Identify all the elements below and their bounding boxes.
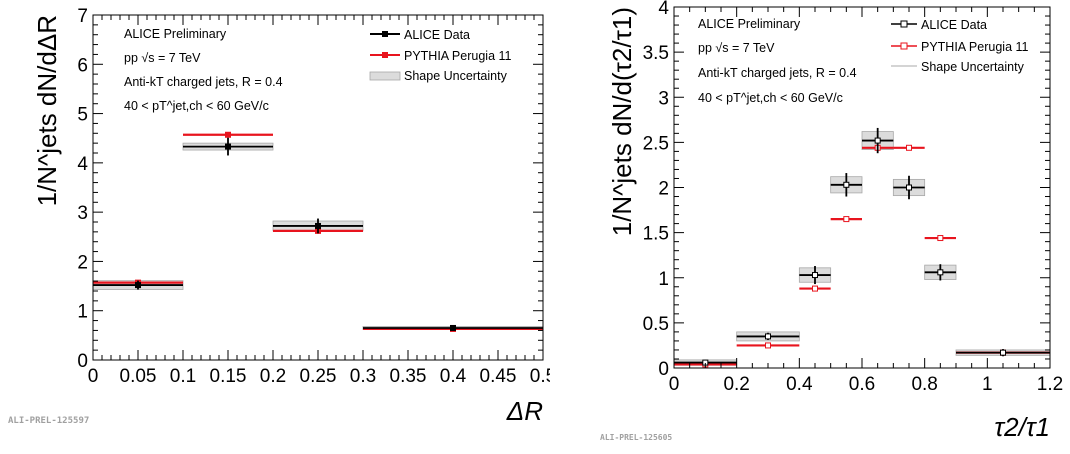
right-y-tick-label-4: 2 [658, 179, 669, 200]
left-legend-pythia-label: PYTHIA Perugia 11 [404, 49, 512, 63]
right-pythia-marker [843, 216, 850, 223]
right-y-tick-label-0: 0 [658, 359, 669, 380]
left-legend-band-marker [369, 71, 401, 81]
right-y-tick-label-8: 4 [658, 0, 669, 19]
left-y-tick-label-1: 1 [77, 302, 88, 323]
left-annotations: ALICE Preliminary pp √s = 7 TeV Anti-kT … [124, 27, 283, 113]
left-ann-pt: 40 < pT^jet,ch < 60 GeV/c [124, 99, 269, 113]
right-ann-preliminary: ALICE Preliminary [698, 17, 801, 31]
right-data-layer [673, 127, 1051, 368]
right-y-tick-label-6: 3 [658, 88, 669, 109]
right-legend-data-label: ALICE Data [921, 18, 987, 32]
right-pythia-marker [937, 235, 944, 242]
right-y-tick-label-7: 3.5 [643, 43, 669, 64]
left-data-marker [315, 222, 321, 229]
right-x-axis-title: τ2/τ1 [994, 412, 1050, 442]
left-y-tick-label-2: 2 [77, 252, 88, 273]
left-x-tick-label-0: 0 [88, 366, 99, 387]
left-y-tick-label-4: 4 [77, 154, 88, 175]
left-x-tick-label-2: 0.1 [170, 366, 196, 387]
right-data-marker [765, 333, 771, 340]
right-data-marker [906, 184, 912, 191]
left-legend-data-label: ALICE Data [404, 28, 470, 42]
left-x-tick-label-9: 0.45 [480, 366, 517, 387]
right-legend-pythia-marker [900, 42, 908, 50]
left-data-marker [450, 324, 456, 331]
right-y-axis-title: 1/N^jets dN/d(τ2/τ1) [607, 7, 637, 236]
left-ann-jets: Anti-kT charged jets, R = 0.4 [124, 75, 283, 89]
left-pythia-marker [225, 131, 231, 138]
left-ann-preliminary: ALICE Preliminary [124, 27, 227, 41]
left-y-tick-label-0: 0 [77, 351, 88, 372]
left-y-tick-label-5: 5 [77, 105, 88, 126]
left-x-axis-title: ΔR [506, 396, 543, 426]
left-legend-data-marker [382, 31, 388, 37]
left-data-marker [135, 282, 141, 289]
left-y-tick-label-3: 3 [77, 203, 88, 224]
right-data-marker [843, 181, 850, 188]
left-preliminary-id: ALI-PREL-125597 [8, 416, 90, 426]
left-x-tick-label-5: 0.25 [300, 366, 337, 387]
right-y-tick-label-2: 1 [658, 269, 669, 290]
left-x-tick-label-8: 0.4 [440, 366, 467, 387]
left-y-tick-label-6: 6 [77, 55, 88, 76]
right-pythia-marker [906, 144, 912, 151]
right-data-marker [812, 272, 818, 279]
right-data-marker [937, 269, 944, 276]
left-y-axis-title: 1/N^jets dN/dΔR [32, 15, 62, 206]
left-x-tick-label-1: 0.05 [120, 366, 157, 387]
right-ann-pt: 40 < pT^jet,ch < 60 GeV/c [698, 91, 843, 105]
chart-right: 0 0.2 0.4 0.6 0.8 1 1.2 0 0.5 1 1.5 2 2.5 3 3.5 4 τ2/τ1… [585, 0, 1070, 449]
left-legend-band-label: Shape Uncertainty [404, 69, 508, 83]
right-x-tick-label-5: 1 [982, 374, 993, 395]
right-pythia-marker [765, 342, 771, 349]
left-y-tick-label-7: 7 [77, 6, 88, 27]
right-ann-energy: pp √s = 7 TeV [698, 41, 775, 55]
chart-right-svg: 0 0.2 0.4 0.6 0.8 1 1.2 0 0.5 1 1.5 2 2.5 3 3.5 4 τ2/τ1… [607, 0, 1064, 442]
right-legend-data-marker [900, 20, 908, 28]
right-y-tick-label-3: 1.5 [643, 224, 669, 245]
left-data-layer [92, 131, 544, 332]
right-ann-jets: Anti-kT charged jets, R = 0.4 [698, 66, 857, 80]
right-x-tick-label-6: 1.2 [1037, 374, 1063, 395]
right-data-marker [1000, 349, 1006, 356]
left-ticks: 0 0.05 0.1 0.15 0.2 0.25 0.3 0.35 0.4 0.45 0.5 0 1 2 3… [77, 6, 556, 387]
left-legend: ALICE Data PYTHIA Perugia 11 Shape Uncer… [369, 28, 512, 83]
right-preliminary-id: ALI-PREL-125605 [600, 433, 673, 442]
left-legend-pythia-marker [382, 52, 388, 58]
right-legend-pythia-label: PYTHIA Perugia 11 [921, 40, 1029, 54]
right-x-tick-label-1: 0.2 [723, 374, 749, 395]
left-x-tick-label-6: 0.3 [350, 366, 376, 387]
chart-left-svg: 0 0.05 0.1 0.15 0.2 0.25 0.3 0.35 0.4 0.45 0.5 0 1 2 3… [32, 6, 556, 426]
right-x-tick-label-0: 0 [669, 374, 680, 395]
right-ticks: 0 0.2 0.4 0.6 0.8 1 1.2 0 0.5 1 1.5 2 2.5 3 3.5 4 [643, 0, 1064, 395]
left-ann-energy: pp √s = 7 TeV [124, 51, 201, 65]
right-data-marker [874, 137, 881, 144]
right-x-tick-label-2: 0.4 [786, 374, 813, 395]
right-x-tick-label-4: 0.8 [911, 374, 937, 395]
right-legend: ALICE Data PYTHIA Perugia 11 Shape Uncer… [891, 18, 1029, 74]
left-x-tick-label-10: 0.5 [530, 366, 550, 387]
right-legend-band-label: Shape Uncertainty [921, 60, 1025, 74]
right-pythia-marker [812, 285, 818, 292]
right-y-tick-label-5: 2.5 [643, 133, 669, 154]
left-plot-frame [92, 14, 544, 361]
left-data-marker [225, 143, 231, 150]
left-x-tick-label-3: 0.15 [210, 366, 247, 387]
left-x-tick-label-4: 0.2 [260, 366, 286, 387]
right-annotations: ALICE Preliminary pp √s = 7 TeV Anti-kT … [698, 17, 857, 105]
chart-left: 0 0.05 0.1 0.15 0.2 0.25 0.3 0.35 0.4 0.45 0.5 0 1 2 3… [8, 6, 556, 426]
right-x-tick-label-3: 0.6 [849, 374, 875, 395]
left-x-tick-label-7: 0.35 [390, 366, 427, 387]
right-y-tick-label-1: 0.5 [643, 314, 669, 335]
